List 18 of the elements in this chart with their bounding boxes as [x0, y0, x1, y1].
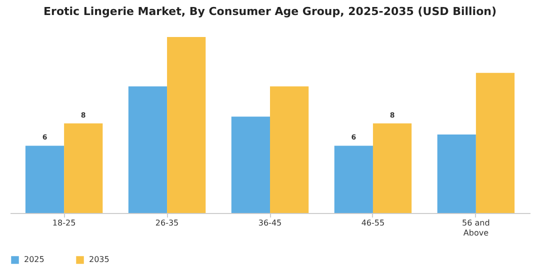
x-tick-label: 46-55 [361, 218, 385, 228]
bar [25, 146, 64, 213]
chart-title: Erotic Lingerie Market, By Consumer Age Group, 2025-2035 (USD Billion) [44, 5, 496, 18]
bar [334, 146, 373, 213]
x-tick-label: 18-25 [52, 218, 76, 228]
bar [128, 86, 168, 213]
bar [476, 72, 515, 213]
bar [64, 123, 103, 213]
legend-label: 2025 [24, 255, 44, 264]
legend-label: 2035 [89, 255, 110, 264]
bar [437, 134, 476, 213]
bar [231, 116, 270, 213]
x-tick-label: 26-35 [155, 218, 179, 228]
bar [372, 123, 412, 213]
x-tick-label: 56 and Above [462, 218, 490, 238]
bar [167, 37, 206, 213]
x-tick-label: 36-45 [258, 218, 282, 228]
bar [270, 86, 309, 213]
